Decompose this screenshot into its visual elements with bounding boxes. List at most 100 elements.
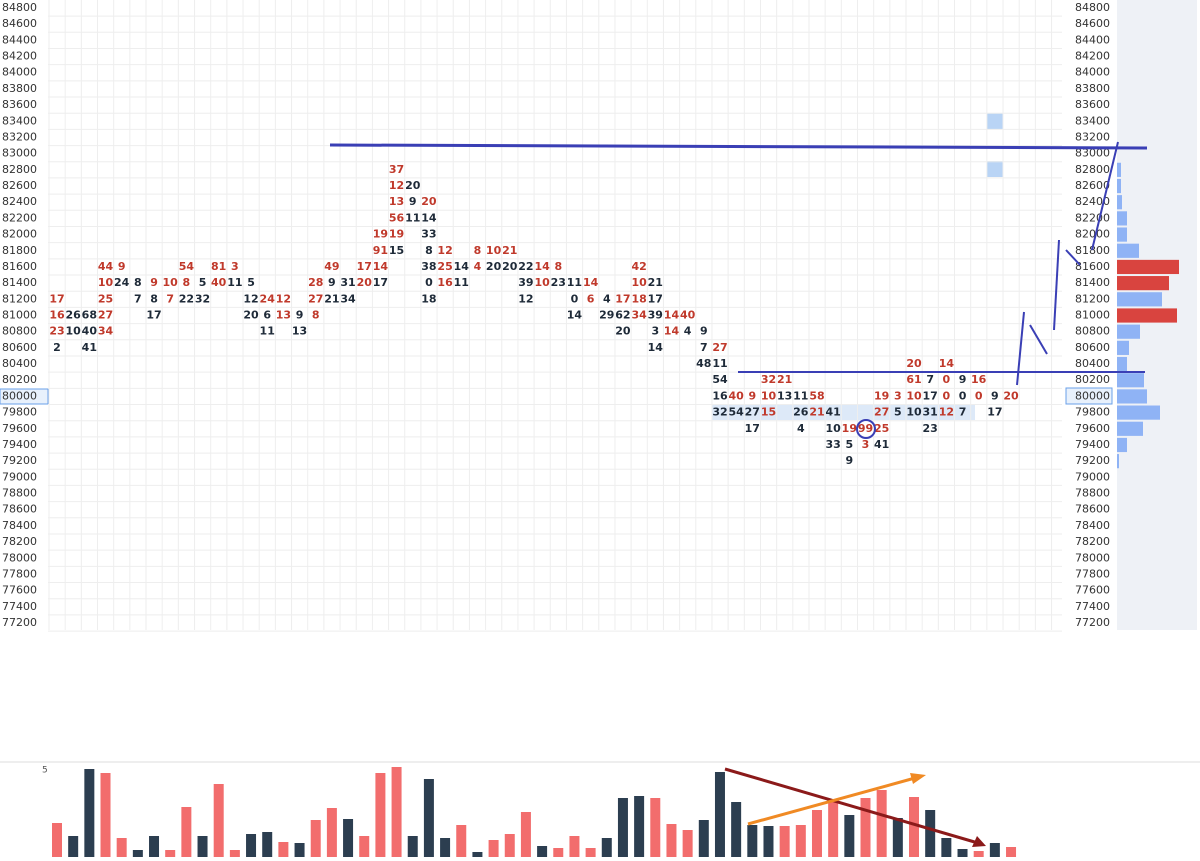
footprint-cell: 19 (373, 228, 388, 241)
price-label-right: 83200 (1075, 130, 1110, 143)
footprint-cell: 81 (211, 260, 226, 273)
drawn-stroke (1091, 141, 1119, 251)
profile-bar (1117, 178, 1121, 194)
volume-bar (326, 808, 337, 857)
price-label-right: 81600 (1075, 260, 1110, 273)
footprint-cell: 2 (53, 341, 61, 354)
price-label-left: 81200 (2, 292, 37, 305)
volume-bar (569, 836, 580, 857)
footprint-cell: 42 (631, 260, 646, 273)
footprint-cell: 20 (357, 276, 373, 289)
price-label-right: 80600 (1075, 341, 1110, 354)
volume-bar (666, 824, 677, 857)
footprint-cell: 34 (631, 309, 647, 322)
footprint-cell: 20 (1003, 389, 1019, 402)
price-label-right: 84400 (1075, 33, 1110, 46)
footprint-cell: 31 (923, 406, 938, 419)
footprint-cell: 12 (389, 179, 404, 192)
footprint-cell: 10 (534, 276, 550, 289)
footprint-cell: 10 (906, 389, 922, 402)
volume-bar (472, 852, 483, 857)
price-label-right: 80800 (1075, 325, 1110, 338)
volume-bar (876, 790, 887, 857)
price-label-right: 83800 (1075, 82, 1110, 95)
price-label-right: 84000 (1075, 66, 1110, 79)
footprint-cell: 56 (389, 211, 405, 224)
price-label-left: 77800 (2, 567, 37, 580)
drawn-stroke (1065, 249, 1081, 266)
footprint-cell: 38 (421, 260, 436, 273)
footprint-cell: 11 (454, 276, 469, 289)
volume-bar (844, 815, 855, 857)
footprint-cell: 8 (150, 292, 158, 305)
profile-bar (1117, 162, 1121, 177)
price-label-right: 81800 (1075, 244, 1110, 257)
footprint-cell: 0 (975, 389, 983, 402)
volume-bar (440, 838, 451, 857)
drawn-stroke (1016, 311, 1025, 386)
footprint-cell: 3 (651, 325, 659, 338)
footprint-cell: 41 (826, 406, 841, 419)
footprint-cell: 12 (939, 406, 954, 419)
price-label-left: 83000 (2, 147, 37, 160)
footprint-cell: 21 (777, 373, 792, 386)
footprint-cell: 12 (518, 292, 533, 305)
footprint-cell: 21 (648, 276, 663, 289)
price-label-right: 77800 (1075, 567, 1110, 580)
volume-bar (246, 834, 257, 857)
profile-bar (1117, 276, 1169, 291)
footprint-cell: 13 (276, 309, 291, 322)
footprint-cell: 19 (874, 389, 889, 402)
price-label-right: 82000 (1075, 228, 1110, 241)
footprint-cell: 27 (874, 406, 889, 419)
price-label-right: 79000 (1075, 470, 1110, 483)
volume-bar (262, 832, 273, 857)
footprint-cell: 54 (728, 406, 744, 419)
volume-bar (488, 840, 499, 857)
footprint-cell: 8 (554, 260, 562, 273)
profile-bar (1117, 227, 1127, 242)
footprint-cell: 17 (987, 406, 1002, 419)
price-label-left: 83600 (2, 98, 37, 111)
price-label-left: 77200 (2, 616, 37, 629)
footprint-cell: 20 (405, 179, 421, 192)
footprint-cell: 23 (49, 325, 64, 338)
footprint-cell: 14 (648, 341, 664, 354)
footprint-cell: 27 (308, 292, 323, 305)
volume-bar (52, 823, 62, 857)
footprint-cell: 0 (943, 389, 951, 402)
footprint-cell: 34 (340, 292, 356, 305)
price-label-left: 82000 (2, 228, 37, 241)
price-label-left: 79600 (2, 422, 37, 435)
footprint-cell: 62 (615, 309, 630, 322)
footprint-cell: 9 (700, 325, 708, 338)
price-label-right: 78800 (1075, 487, 1110, 500)
volume-bar (197, 836, 208, 857)
footprint-cell: 14 (583, 276, 599, 289)
price-label-left: 83400 (2, 114, 37, 127)
price-label-right: 77200 (1075, 616, 1110, 629)
volume-bar (132, 850, 143, 857)
price-label-right: 82400 (1075, 195, 1110, 208)
footprint-cell: 12 (243, 292, 258, 305)
footprint-cell: 8 (425, 244, 433, 257)
volume-bar (84, 769, 95, 857)
volume-bar (763, 826, 774, 857)
footprint-cell: 14 (664, 309, 680, 322)
footprint-cell: 22 (179, 292, 194, 305)
volume-bar (310, 820, 321, 857)
profile-bar (1117, 454, 1119, 469)
volume-bar (714, 772, 725, 857)
price-label-left: 79000 (2, 470, 37, 483)
footprint-cell: 9 (748, 389, 756, 402)
price-label-right: 84800 (1075, 1, 1110, 14)
volume-bar (941, 838, 952, 857)
footprint-cell: 58 (809, 389, 824, 402)
volume-bar (423, 779, 434, 857)
footprint-cell: 20 (502, 260, 518, 273)
volume-scale-label: 5 (42, 766, 48, 776)
footprint-cell: 16 (712, 389, 728, 402)
footprint-cell: 20 (906, 357, 922, 370)
volume-bar (860, 798, 871, 857)
